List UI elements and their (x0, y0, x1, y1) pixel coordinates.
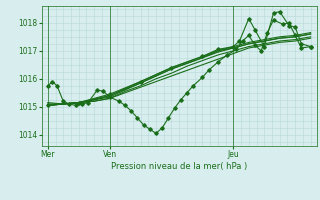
X-axis label: Pression niveau de la mer( hPa ): Pression niveau de la mer( hPa ) (111, 162, 247, 171)
